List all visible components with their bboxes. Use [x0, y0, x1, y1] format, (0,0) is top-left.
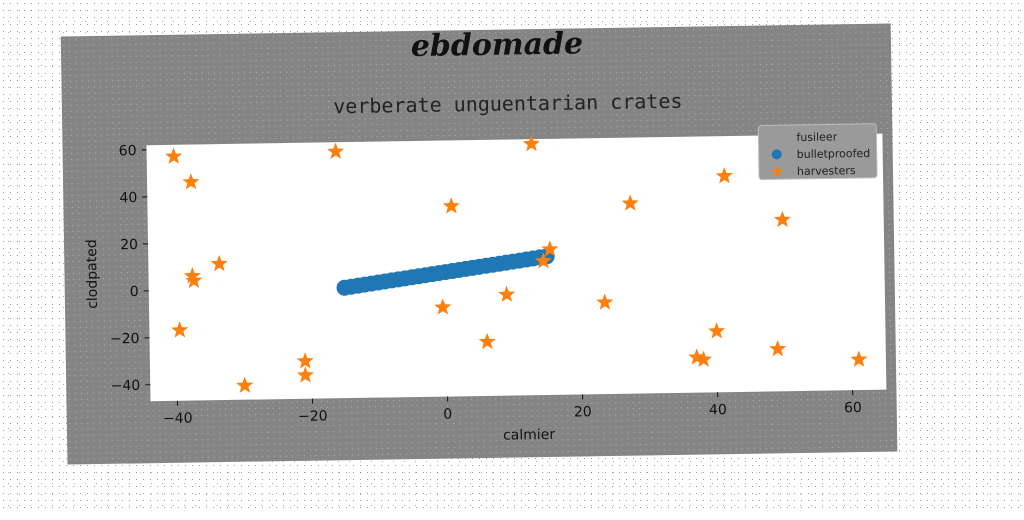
y-tick-label: 60 [119, 143, 137, 159]
y-tick-label: 40 [119, 190, 137, 206]
x-tick-label: 40 [709, 402, 727, 418]
x-axis-label: calmier [503, 427, 556, 444]
x-tick-label: 20 [574, 404, 592, 420]
legend-label: harvesters [797, 164, 856, 178]
x-tick-label: 0 [443, 406, 452, 422]
y-tick-label: 20 [120, 237, 138, 253]
y-axis-ticks: −40 −20 0 20 40 60 [107, 143, 150, 394]
y-tick-label: 0 [130, 284, 139, 300]
y-axis-label: clodpated [84, 239, 101, 309]
x-tick-label: −20 [298, 408, 328, 424]
legend: fusileer bulletproofed harvesters [758, 124, 877, 180]
y-tick-label: −20 [110, 331, 140, 347]
y-tick-label: −40 [111, 378, 141, 394]
legend-label: fusileer [796, 130, 837, 144]
legend-label: bulletproofed [797, 147, 871, 161]
x-tick-label: 60 [844, 400, 862, 416]
x-tick-label: −40 [163, 411, 193, 427]
